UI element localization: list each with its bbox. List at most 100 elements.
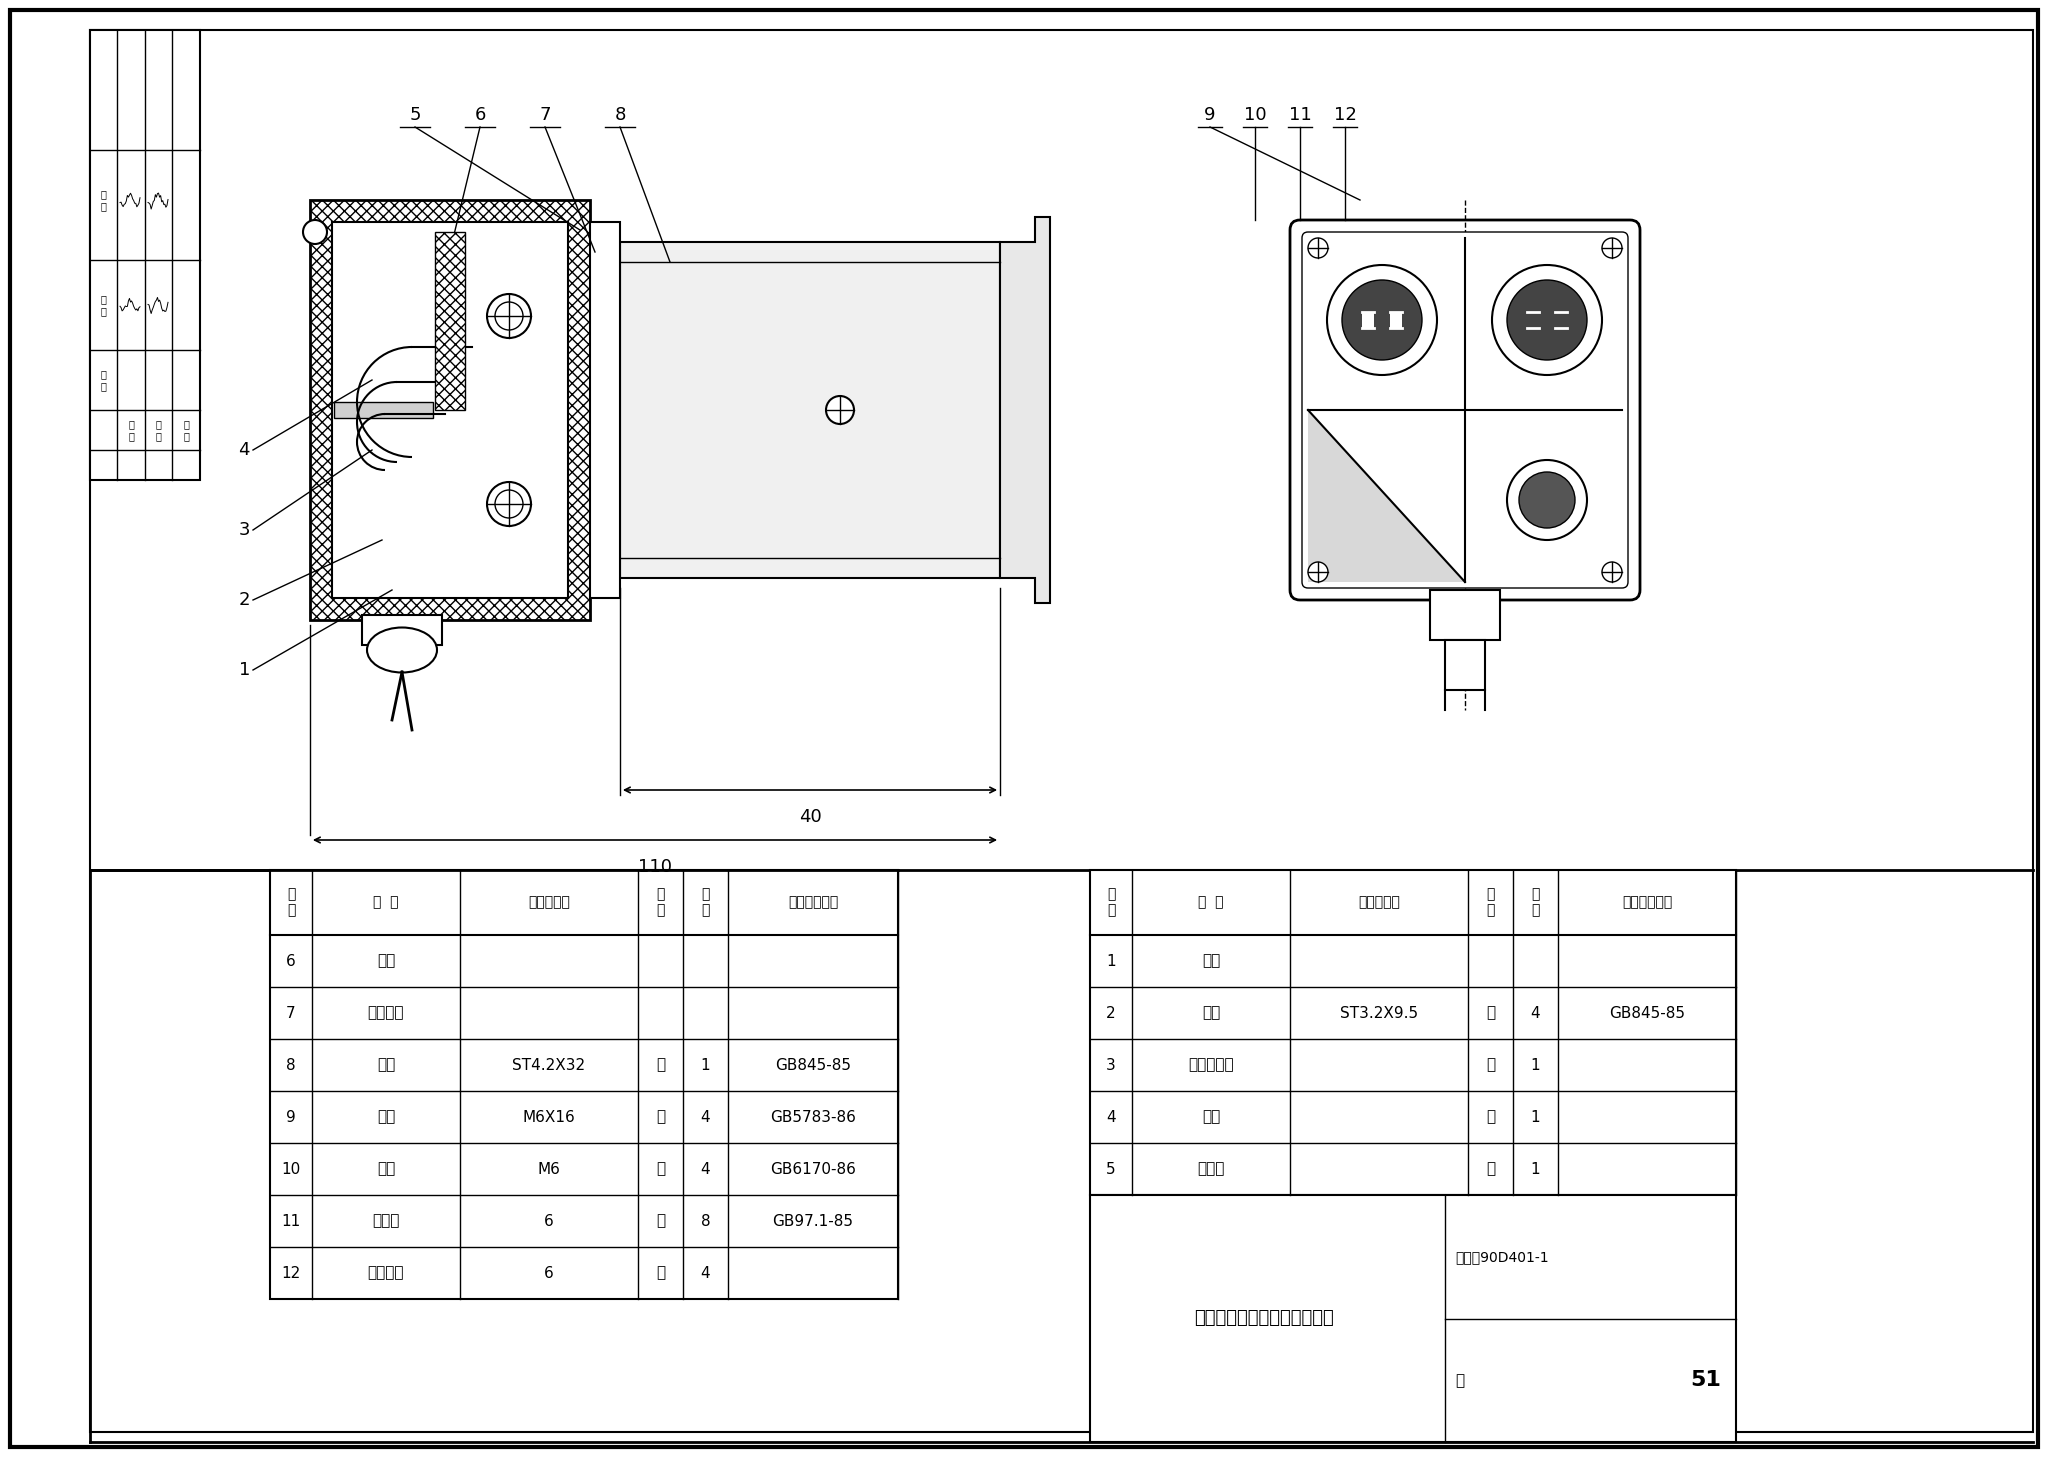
Text: 螺钉: 螺钉 — [1202, 1005, 1221, 1020]
Text: 平垫圈: 平垫圈 — [373, 1214, 399, 1228]
Circle shape — [1507, 280, 1587, 360]
Text: 4: 4 — [1530, 1005, 1540, 1020]
Text: 个: 个 — [1487, 1109, 1495, 1125]
Circle shape — [1327, 265, 1438, 374]
Text: 盒盖: 盒盖 — [1202, 1109, 1221, 1125]
Text: 1: 1 — [1530, 1109, 1540, 1125]
Text: GB845-85: GB845-85 — [1610, 1005, 1686, 1020]
Text: 个: 个 — [655, 1266, 666, 1281]
Text: 型号及规格: 型号及规格 — [1358, 896, 1401, 909]
Bar — [1090, 1195, 1737, 1442]
Text: 1: 1 — [700, 1058, 711, 1072]
Circle shape — [303, 220, 328, 243]
Bar — [334, 402, 432, 418]
Circle shape — [1341, 280, 1421, 360]
Text: 3: 3 — [1106, 1058, 1116, 1072]
Text: 1: 1 — [1530, 1161, 1540, 1176]
Text: 单
位: 单 位 — [655, 887, 666, 918]
Text: 40: 40 — [799, 809, 821, 826]
Text: 7: 7 — [287, 1005, 295, 1020]
Circle shape — [496, 302, 522, 329]
Text: 10: 10 — [1243, 106, 1266, 124]
Text: 数
量: 数 量 — [700, 887, 711, 918]
Circle shape — [1602, 237, 1622, 258]
Text: 橡胶出线圈: 橡胶出线圈 — [1188, 1058, 1233, 1072]
Text: 弹簧垫圈: 弹簧垫圈 — [369, 1266, 403, 1281]
Text: 制
图: 制 图 — [156, 420, 162, 441]
Text: 校
核: 校 核 — [100, 294, 106, 316]
Bar — [332, 221, 567, 597]
Bar — [270, 870, 897, 1300]
Text: GB97.1-85: GB97.1-85 — [772, 1214, 854, 1228]
Circle shape — [487, 482, 530, 526]
Text: 型号及规格: 型号及规格 — [528, 896, 569, 909]
Text: 51: 51 — [1690, 1370, 1720, 1390]
Text: 审
核: 审 核 — [100, 369, 106, 390]
Text: 4: 4 — [700, 1109, 711, 1125]
Text: 4: 4 — [1106, 1109, 1116, 1125]
Text: 9: 9 — [1204, 106, 1217, 124]
Text: 12: 12 — [1333, 106, 1356, 124]
Text: 导管式安全滑触线终端供电器: 导管式安全滑触线终端供电器 — [1194, 1310, 1335, 1327]
Text: 110: 110 — [639, 858, 672, 876]
Text: 图
别: 图 别 — [129, 420, 133, 441]
Text: 接线盒: 接线盒 — [1198, 1161, 1225, 1176]
Text: 12: 12 — [281, 1266, 301, 1281]
Text: 8: 8 — [614, 106, 627, 124]
Polygon shape — [1309, 409, 1464, 581]
Text: 图集号90D401-1: 图集号90D401-1 — [1456, 1250, 1548, 1263]
Ellipse shape — [367, 628, 436, 673]
Text: 1: 1 — [1530, 1058, 1540, 1072]
Text: 图
号: 图 号 — [182, 420, 188, 441]
Text: 图号或标准号: 图号或标准号 — [1622, 896, 1671, 909]
Circle shape — [496, 490, 522, 519]
Text: 5: 5 — [410, 106, 420, 124]
Bar — [362, 615, 442, 645]
Text: 1: 1 — [1106, 953, 1116, 969]
Circle shape — [1602, 562, 1622, 581]
FancyBboxPatch shape — [1303, 232, 1628, 589]
Text: 9: 9 — [287, 1109, 295, 1125]
Text: 名  称: 名 称 — [373, 896, 399, 909]
Text: 单
位: 单 位 — [1487, 887, 1495, 918]
Text: ST4.2X32: ST4.2X32 — [512, 1058, 586, 1072]
Text: 4: 4 — [700, 1161, 711, 1176]
Bar — [1430, 590, 1499, 640]
Text: 螺母: 螺母 — [377, 1161, 395, 1176]
Text: 4: 4 — [700, 1266, 711, 1281]
Text: 个: 个 — [1487, 1005, 1495, 1020]
Text: 6: 6 — [287, 953, 295, 969]
Text: 8: 8 — [287, 1058, 295, 1072]
Circle shape — [487, 294, 530, 338]
Text: GB845-85: GB845-85 — [774, 1058, 852, 1072]
Text: 11: 11 — [281, 1214, 301, 1228]
Text: 3: 3 — [238, 522, 250, 539]
Text: 2: 2 — [238, 592, 250, 609]
Text: 个: 个 — [655, 1161, 666, 1176]
Text: GB5783-86: GB5783-86 — [770, 1109, 856, 1125]
Text: M6X16: M6X16 — [522, 1109, 575, 1125]
Text: 5: 5 — [1106, 1161, 1116, 1176]
Circle shape — [1309, 237, 1327, 258]
Bar — [309, 200, 590, 621]
Text: 页: 页 — [1456, 1372, 1464, 1387]
Text: 4: 4 — [238, 441, 250, 459]
Bar — [1446, 640, 1485, 691]
Text: 设
计: 设 计 — [100, 189, 106, 211]
Text: 7: 7 — [539, 106, 551, 124]
Text: 电缆: 电缆 — [1202, 953, 1221, 969]
Text: 11: 11 — [1288, 106, 1311, 124]
Text: ST3.2X9.5: ST3.2X9.5 — [1339, 1005, 1417, 1020]
Text: M6: M6 — [537, 1161, 561, 1176]
Text: 螺栓: 螺栓 — [377, 1109, 395, 1125]
Bar — [1090, 870, 1737, 1195]
Bar — [1391, 312, 1403, 328]
Text: 个: 个 — [1487, 1161, 1495, 1176]
Bar — [90, 31, 201, 479]
Text: 名  称: 名 称 — [1198, 896, 1225, 909]
Bar — [621, 242, 999, 578]
Text: 滑接导管: 滑接导管 — [369, 1005, 403, 1020]
Text: 2: 2 — [1106, 1005, 1116, 1020]
Text: 8: 8 — [700, 1214, 711, 1228]
Text: 10: 10 — [281, 1161, 301, 1176]
